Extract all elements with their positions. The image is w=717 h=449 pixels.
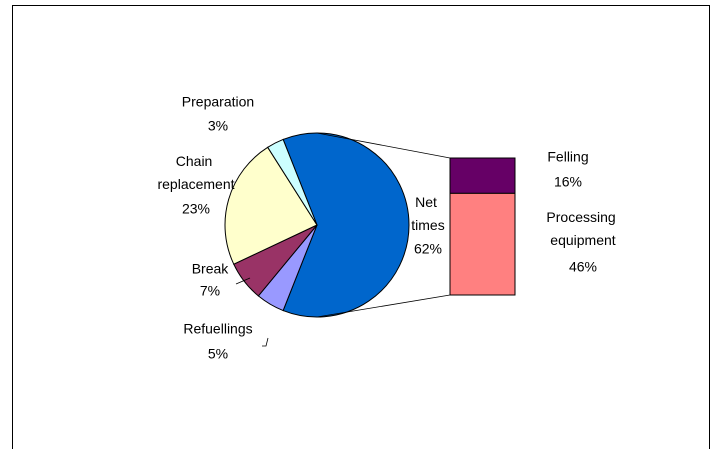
data-label: Preparation [182, 94, 254, 110]
connector [316, 132, 451, 159]
leader-line [235, 277, 251, 285]
data-label: Break [192, 261, 230, 277]
data-label: Processing equipment [546, 209, 619, 248]
data-label: Chain replacement [157, 153, 234, 192]
data-label: 3% [208, 118, 228, 134]
pie-slice [224, 146, 318, 265]
data-label: 16% [554, 174, 582, 190]
data-label: 23% [182, 201, 210, 217]
data-label: 62% [414, 241, 442, 257]
data-label: Felling [547, 149, 588, 165]
bar-segment [449, 192, 516, 296]
data-label: 5% [208, 346, 228, 362]
bar-segment [449, 157, 516, 194]
pie-slice [267, 138, 318, 226]
data-label: 7% [200, 283, 220, 299]
pie-slice [282, 132, 410, 318]
data-label: Net times [411, 194, 444, 233]
connector [316, 294, 451, 318]
leader-line [262, 337, 269, 347]
data-label: 46% [569, 259, 597, 275]
data-label: Refuellings [183, 321, 252, 337]
